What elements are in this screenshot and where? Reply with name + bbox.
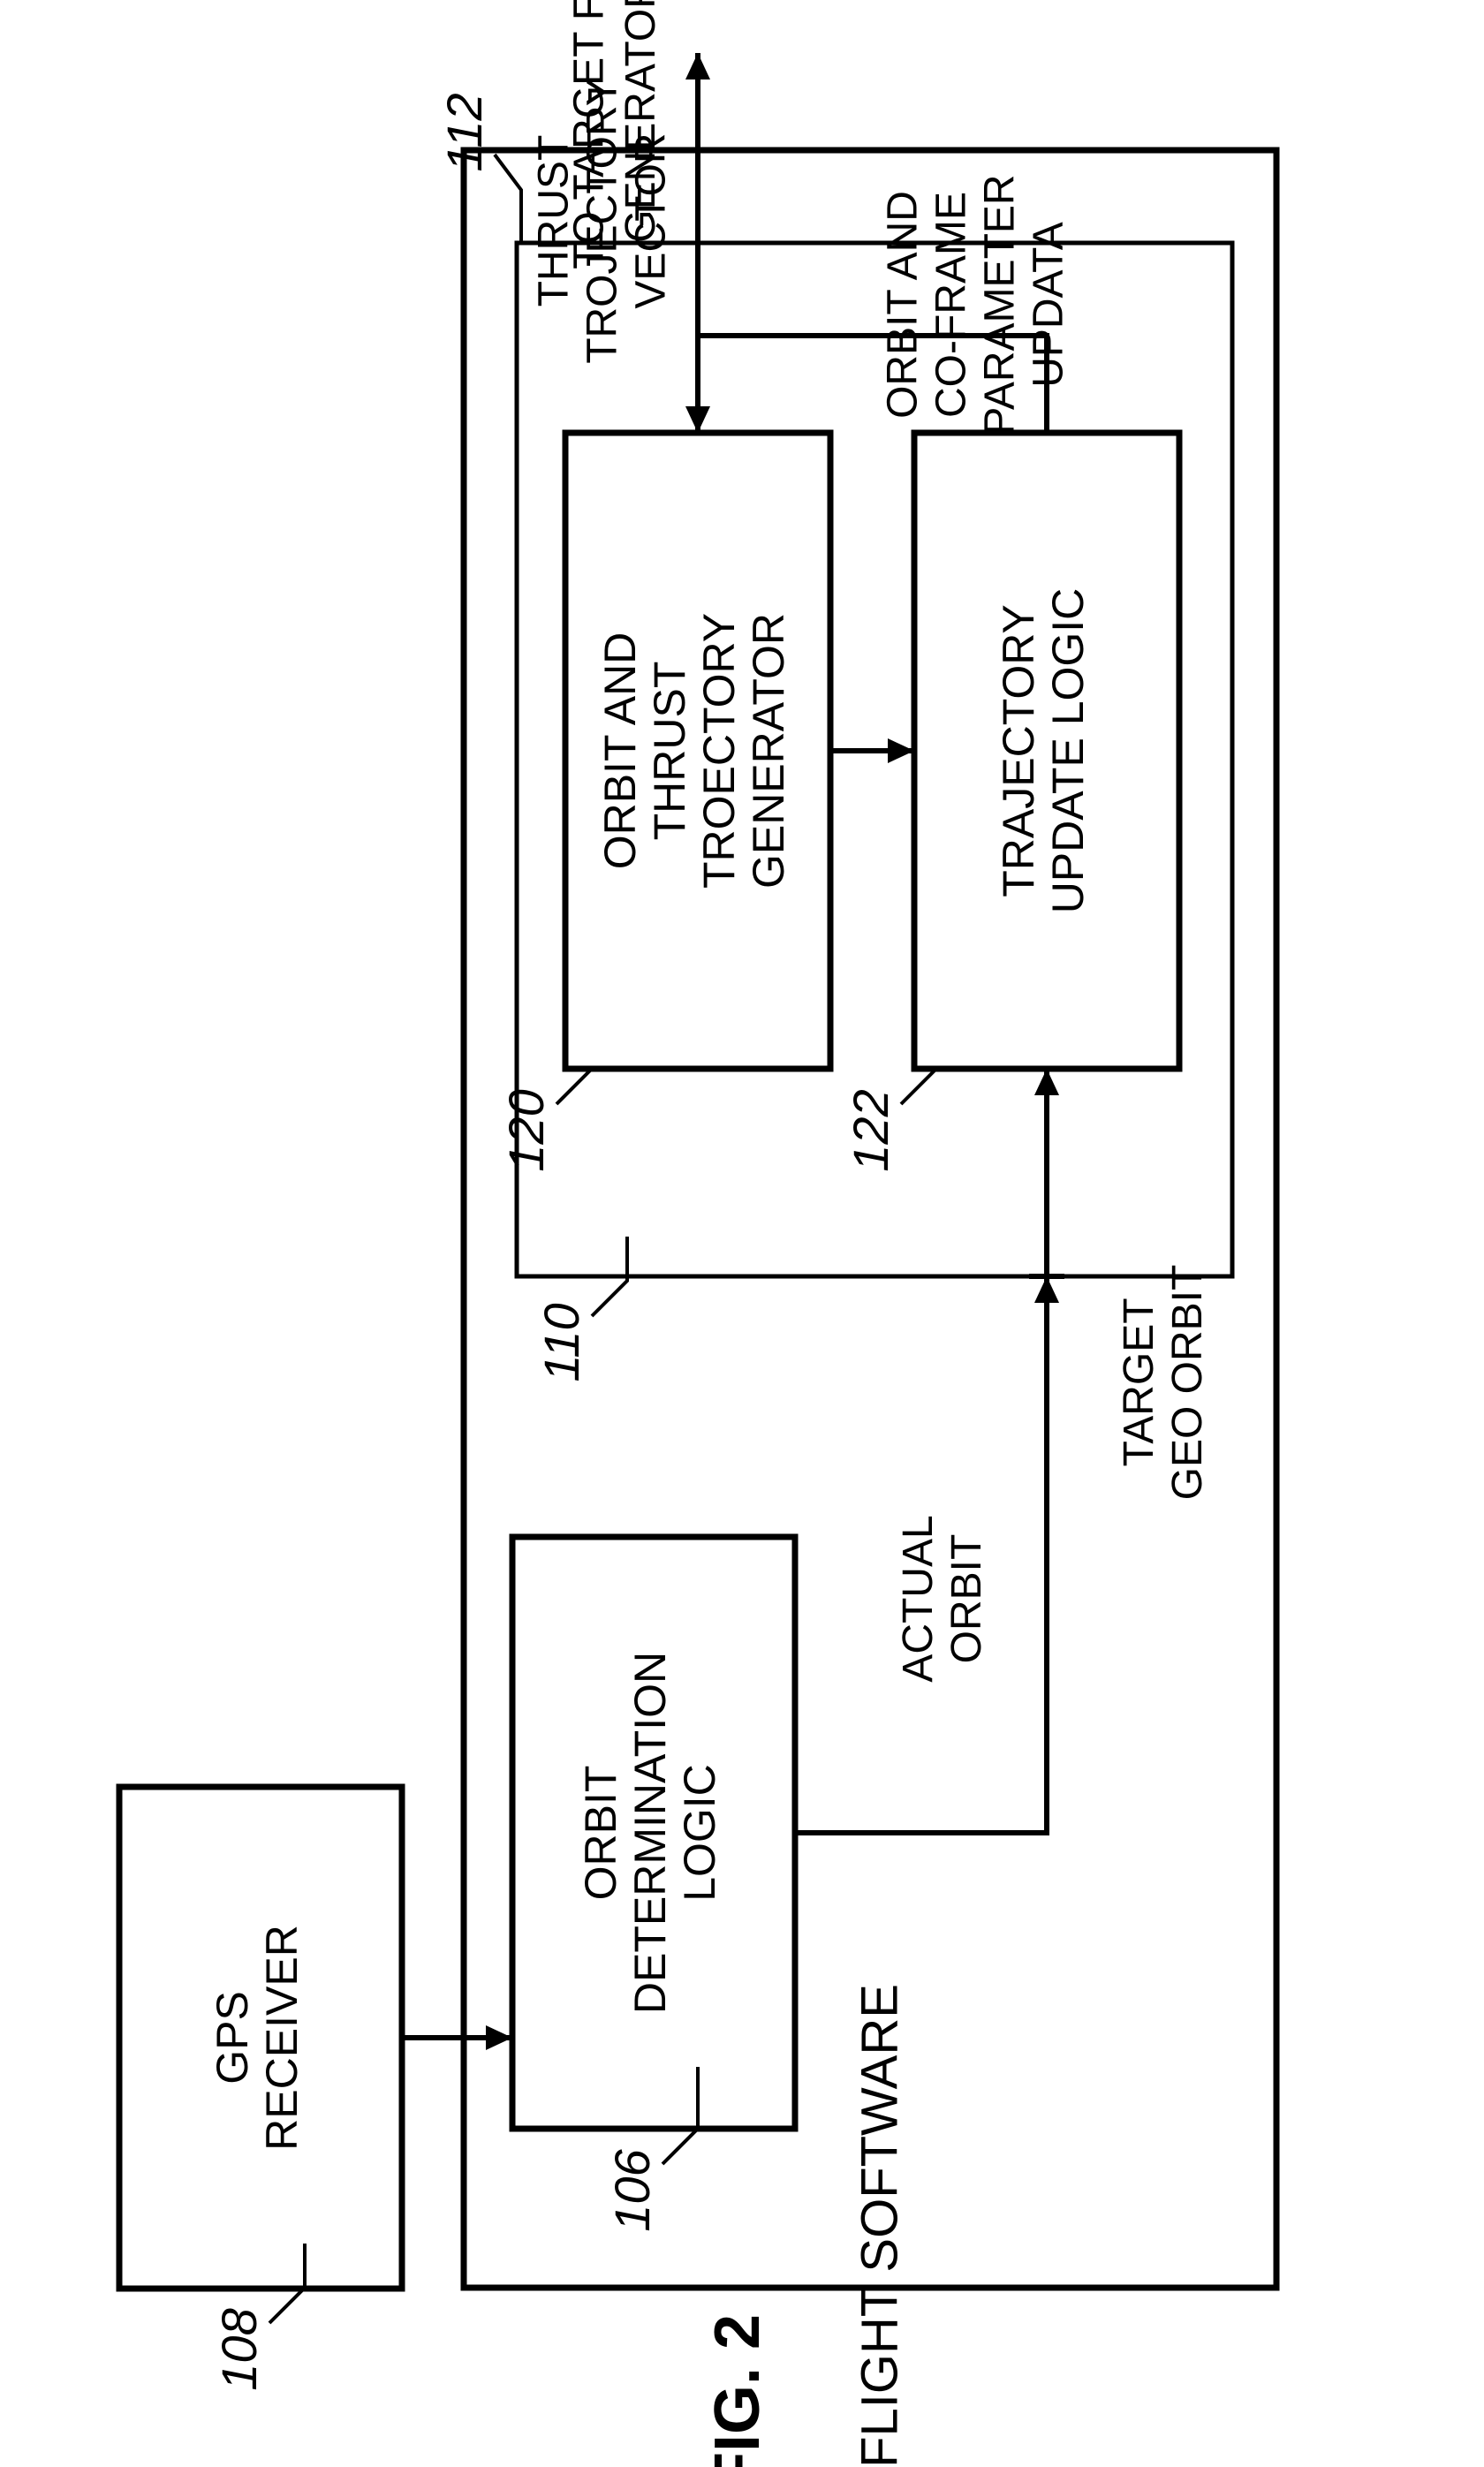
- arrow-odl-to-tul-head: [1034, 1069, 1059, 1095]
- arrow-gps-to-odl-head: [486, 2025, 512, 2050]
- figure-label: FIG. 2: [702, 2314, 773, 2467]
- actual-orbit-label: ACTUALORBIT: [895, 1515, 990, 1682]
- orbit-thrust-generator-label: ORBIT ANDTHRUSTTROECTORYGENERATOR: [595, 613, 793, 889]
- svg-text:CO-FRAME: CO-FRAME: [928, 192, 975, 418]
- svg-text:LOGIC: LOGIC: [675, 1764, 724, 1902]
- diagram-canvas: GPSRECEIVERORBITDETERMINATIONLOGICORBIT …: [0, 0, 1484, 2467]
- arrow-tul-to-otg-head: [685, 406, 710, 433]
- lead-line: [662, 2067, 698, 2164]
- svg-text:UPDATA: UPDATA: [1026, 222, 1072, 388]
- svg-text:ORBIT: ORBIT: [943, 1534, 990, 1664]
- svg-text:ORBIT: ORBIT: [576, 1766, 625, 1901]
- orbit-determination-label: ORBITDETERMINATIONLOGIC: [576, 1652, 724, 2014]
- svg-text:ORBIT AND: ORBIT AND: [595, 632, 645, 870]
- arrow-odl-to-tul: [795, 1069, 1047, 1833]
- lead-line: [901, 1069, 963, 1104]
- gps-receiver-label: GPSRECEIVER: [208, 1925, 307, 2151]
- svg-text:THRUST: THRUST: [645, 662, 694, 841]
- lead-line: [495, 155, 521, 243]
- svg-text:PARAMETER: PARAMETER: [977, 174, 1024, 435]
- svg-text:ORBIT AND: ORBIT AND: [880, 191, 927, 419]
- svg-text:UPDATE LOGIC: UPDATE LOGIC: [1043, 588, 1093, 914]
- ref-120: 120: [498, 1089, 554, 1171]
- svg-text:112: 112: [436, 93, 492, 171]
- svg-text:DETERMINATION: DETERMINATION: [625, 1652, 675, 2014]
- target-geo-label: TARGETGEO ORBIT: [1116, 1265, 1211, 1501]
- svg-text:GENERATOR: GENERATOR: [744, 613, 793, 889]
- arrow-target-in-head: [1034, 1276, 1059, 1303]
- svg-text:TRAJECTORY: TRAJECTORY: [994, 604, 1043, 897]
- ref-112: 112: [436, 93, 492, 171]
- flight-software-box: [464, 150, 1276, 2288]
- svg-text:TO TARGET FRAME: TO TARGET FRAME: [566, 0, 613, 269]
- flight-software-title: FLIGHT SOFTWARE: [851, 1984, 908, 2467]
- arrow-otg-to-tul-head: [888, 738, 914, 763]
- svg-text:110: 110: [534, 1303, 589, 1381]
- orbit-update-label: ORBIT ANDCO-FRAMEPARAMETERUPDATA: [880, 174, 1072, 435]
- lead-line: [556, 1069, 618, 1104]
- ref-110: 110: [534, 1303, 589, 1381]
- svg-text:122: 122: [843, 1089, 898, 1171]
- ref-108: 108: [211, 2308, 267, 2390]
- ref-106: 106: [604, 2148, 660, 2231]
- svg-text:GENERATOR 112: GENERATOR 112: [617, 0, 664, 243]
- svg-text:RECEIVER: RECEIVER: [257, 1925, 307, 2151]
- svg-text:ACTUAL: ACTUAL: [895, 1515, 942, 1682]
- svg-text:GEO ORBIT: GEO ORBIT: [1164, 1265, 1211, 1501]
- lead-line: [269, 2244, 305, 2323]
- ref-122: 122: [843, 1089, 898, 1171]
- svg-text:108: 108: [211, 2308, 267, 2390]
- svg-text:FLIGHT SOFTWARE: FLIGHT SOFTWARE: [851, 1984, 908, 2467]
- svg-text:TROECTORY: TROECTORY: [694, 613, 744, 889]
- svg-text:GPS: GPS: [208, 1991, 257, 2085]
- svg-text:120: 120: [498, 1089, 554, 1171]
- arrow-otg-out-head: [685, 53, 710, 79]
- svg-text:TARGET: TARGET: [1116, 1298, 1162, 1466]
- svg-text:106: 106: [604, 2148, 660, 2231]
- trajectory-update-label: TRAJECTORYUPDATE LOGIC: [994, 588, 1093, 914]
- svg-text:FIG. 2: FIG. 2: [702, 2314, 773, 2467]
